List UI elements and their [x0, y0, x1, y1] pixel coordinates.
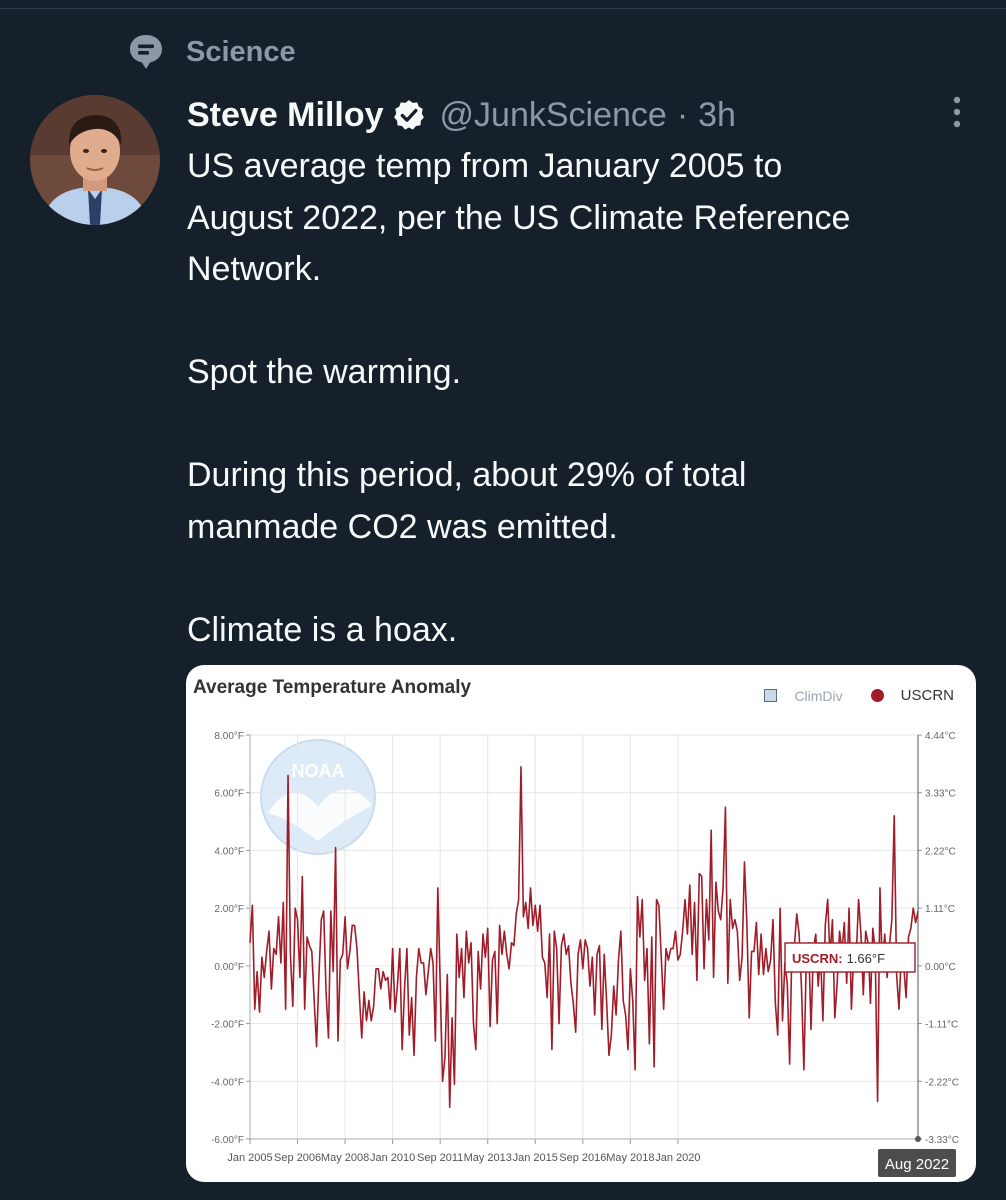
- y-tick-label-left: 8.00°F: [214, 731, 244, 742]
- tweet-text-line: During this period, about 29% of total: [187, 456, 747, 494]
- legend-circle-icon: [870, 689, 884, 702]
- x-tick-label: Sep 2011: [417, 1152, 463, 1164]
- x-tick-label: Sep 2006: [274, 1152, 321, 1164]
- x-tick-label: Jan 2015: [513, 1152, 558, 1164]
- y-tick-label-right: 1.11°C: [925, 904, 955, 915]
- avatar[interactable]: [30, 95, 160, 225]
- watermark-text: NOAA: [292, 761, 345, 781]
- y-tick-label-right: 4.44°C: [925, 731, 956, 742]
- author-name[interactable]: Steve Milloy: [187, 95, 384, 134]
- tweet-text-line: Network.: [187, 250, 322, 288]
- y-tick-label-left: -2.00°F: [211, 1020, 244, 1031]
- y-tick-label-right: 3.33°C: [925, 789, 956, 800]
- more-vertical-icon[interactable]: [940, 92, 974, 132]
- tweet-text-line: US average temp from January 2005 to: [187, 147, 783, 185]
- crosshair-marker: [915, 1136, 921, 1142]
- y-tick-label-right: 0.00°C: [925, 962, 956, 973]
- tweet-media-chart[interactable]: NOAA -6.00°F -4.00°F -2.00°F 0.00°F 2.00°F 4.…: [186, 665, 976, 1182]
- chart-tooltip: USCRN: 1.66°F: [784, 942, 916, 973]
- tweet-text: US average temp from January 2005 to Aug…: [187, 141, 987, 656]
- x-end-label: Aug 2022: [878, 1149, 956, 1177]
- tooltip-series: USCRN:: [792, 951, 843, 966]
- y-tick-label-left: -6.00°F: [211, 1135, 244, 1146]
- tooltip-text: USCRN: 1.66°F: [792, 951, 885, 966]
- y-tick-label-right: -2.22°C: [925, 1077, 959, 1088]
- top-divider: [0, 8, 1006, 9]
- topic-bubble-icon: [128, 33, 164, 71]
- verified-badge-icon: [392, 98, 426, 132]
- social-context[interactable]: Science: [128, 32, 296, 72]
- tweet-text-line: Climate is a hoax.: [187, 610, 458, 649]
- legend-label: USCRN: [900, 687, 954, 704]
- tweet-text-line: Spot the warming.: [187, 353, 462, 391]
- chart-title: Average Temperature Anomaly: [193, 677, 472, 698]
- y-tick-label-left: 6.00°F: [214, 789, 244, 800]
- y-tick-label-left: 0.00°F: [214, 962, 244, 973]
- topic-label: Science: [186, 35, 296, 68]
- y-tick-label-left: 4.00°F: [214, 846, 244, 857]
- tweet-timestamp[interactable]: 3h: [698, 95, 736, 134]
- noaa-logo-icon: NOAA: [260, 739, 376, 855]
- legend-square-icon: [764, 689, 778, 702]
- y-tick-label-right: 2.22°C: [925, 846, 956, 857]
- chart-canvas: NOAA -6.00°F -4.00°F -2.00°F 0.00°F 2.00°F 4.…: [211, 731, 959, 1177]
- y-tick-label-left: -4.00°F: [211, 1077, 244, 1088]
- author-handle[interactable]: @JunkScience: [439, 95, 667, 134]
- legend-label: ClimDiv: [794, 687, 843, 704]
- x-tick-label: Sep 2016: [559, 1152, 606, 1164]
- x-tick-label: May 2018: [606, 1152, 654, 1164]
- tooltip-value: 1.66°F: [847, 951, 886, 966]
- y-tick-label-left: 2.00°F: [214, 904, 244, 915]
- x-end-label-text: Aug 2022: [885, 1156, 949, 1173]
- y-tick-label-right: -3.33°C: [925, 1135, 959, 1146]
- x-tick-label: May 2008: [321, 1152, 369, 1164]
- x-tick-label: May 2013: [464, 1152, 512, 1164]
- chart-legend: ClimDiv USCRN: [736, 687, 954, 704]
- legend-item-uscrn[interactable]: USCRN: [870, 687, 954, 704]
- tweet-text-line: August 2022, per the US Climate Referenc…: [187, 198, 851, 237]
- x-tick-label: Jan 2010: [370, 1152, 415, 1164]
- tweet-text-line: manmade CO2 was emitted.: [187, 507, 618, 546]
- tweet-header: Steve Milloy @JunkScience · 3h: [187, 90, 736, 140]
- y-tick-label-right: -1.11°C: [925, 1020, 958, 1031]
- header-separator: ·: [676, 95, 689, 134]
- x-tick-label: Jan 2005: [227, 1152, 272, 1164]
- x-tick-label: Jan 2020: [655, 1152, 700, 1164]
- legend-item-climdiv[interactable]: ClimDiv: [764, 687, 843, 704]
